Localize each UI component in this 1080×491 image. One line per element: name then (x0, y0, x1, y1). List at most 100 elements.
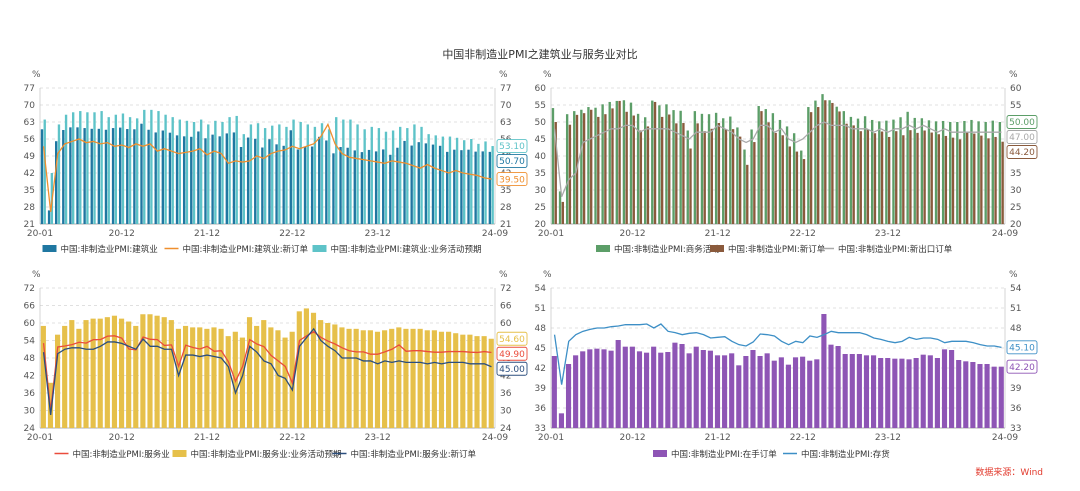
bar (211, 134, 214, 224)
bar (906, 359, 912, 428)
bar (190, 136, 193, 224)
bar (318, 136, 321, 224)
bar (339, 147, 342, 224)
bar (178, 119, 181, 224)
bar (551, 108, 555, 224)
bar (722, 118, 725, 224)
bar (62, 130, 65, 224)
bar (863, 116, 867, 224)
bar (941, 120, 945, 224)
legend-label: 中国:非制造业PMI:建筑业:业务活动预期 (331, 244, 482, 255)
bar (601, 349, 607, 428)
bar-series-1 (551, 94, 1002, 225)
bar (107, 117, 110, 224)
legend-label: 中国:非制造业PMI:服务业:新订单 (351, 449, 477, 460)
bar (608, 101, 611, 224)
bar (930, 132, 933, 224)
bar (757, 356, 763, 428)
x-tick-label: 24-09 (992, 229, 1018, 239)
bar (594, 107, 597, 224)
bar (100, 111, 103, 224)
bar (481, 336, 487, 429)
bar (895, 131, 898, 224)
bar (147, 129, 150, 224)
bar (906, 111, 909, 224)
bar (807, 107, 810, 224)
end-value-box (1006, 340, 1038, 355)
main-title: 中国非制造业PMI之建筑业与服务业对比 (442, 48, 638, 61)
bar (453, 333, 459, 428)
bar (991, 120, 994, 224)
bar (878, 121, 881, 224)
bar (800, 150, 803, 224)
bar (111, 315, 118, 428)
bar (937, 134, 940, 224)
end-value-box (496, 172, 528, 187)
bar (83, 128, 86, 224)
y-tick-right: 36 (1010, 404, 1022, 414)
bar (828, 344, 834, 428)
bar (111, 128, 115, 224)
bar (644, 117, 647, 224)
bar (817, 107, 820, 224)
bar (835, 346, 841, 428)
bar (133, 325, 139, 428)
bar (268, 327, 274, 429)
bar (481, 151, 484, 224)
bar (389, 328, 395, 428)
bar (342, 119, 345, 224)
y-tick-left: 24 (24, 424, 36, 434)
chart-panel-2: 202025253030353540404545505055556060%%20… (535, 70, 1038, 255)
bar (558, 191, 562, 224)
bar (743, 149, 746, 224)
y-tick-right: 35 (500, 186, 511, 196)
y-tick-left: 42 (535, 364, 546, 374)
bar (199, 119, 203, 224)
bar (69, 127, 72, 224)
bar (460, 150, 463, 224)
y-tick-left: 30 (24, 407, 36, 417)
bar (154, 315, 160, 428)
legend-swatch (653, 450, 667, 457)
bar (913, 117, 916, 224)
y-tick-left: 55 (535, 101, 546, 111)
y-tick-left: 21 (24, 220, 35, 230)
bar (916, 132, 919, 224)
bar (629, 102, 633, 224)
end-value-label: 50.00 (1009, 118, 1035, 128)
bar (707, 350, 713, 428)
bar (611, 108, 614, 224)
legend-label: 中国:非制造业PMI:在手订单 (671, 449, 777, 460)
bar (254, 325, 260, 428)
bar (377, 128, 381, 224)
bar (218, 136, 221, 224)
bar-series-2 (554, 100, 1004, 224)
bar (382, 330, 388, 428)
x-tick-label: 20-12 (109, 229, 135, 239)
y-tick-left: 48 (535, 324, 547, 334)
legend-swatch (596, 245, 610, 252)
bar (474, 336, 480, 429)
bar (845, 123, 848, 224)
legend-label: 中国:非制造业PMI:商务活动 (614, 244, 720, 255)
bar (998, 366, 1004, 428)
bar (693, 111, 697, 224)
y-tick-right: 60 (500, 319, 512, 329)
bar (346, 328, 352, 428)
bar (771, 113, 775, 224)
bar (403, 140, 406, 224)
bar (374, 331, 381, 428)
y-tick-right: 48 (1010, 324, 1022, 334)
legend-label: 中国:非制造业PMI:存货 (801, 449, 890, 460)
y-tick-left: 56 (24, 135, 36, 145)
bar (310, 146, 314, 224)
end-value-box (1006, 130, 1038, 144)
y-tick-left: 20 (535, 220, 547, 230)
bar (632, 115, 635, 224)
bar (446, 331, 452, 428)
bar (43, 119, 46, 224)
bar (282, 145, 285, 224)
bar (944, 135, 948, 224)
bar (104, 317, 110, 428)
bar (994, 136, 997, 224)
